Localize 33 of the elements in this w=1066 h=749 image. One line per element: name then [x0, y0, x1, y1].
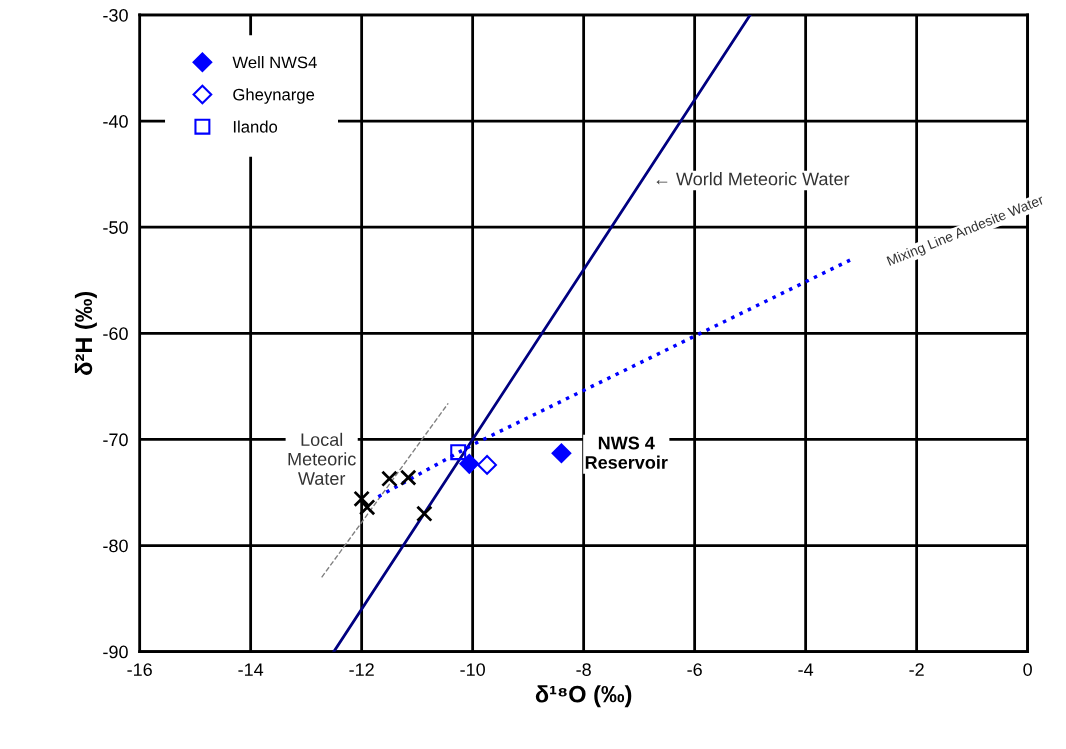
point — [353, 490, 370, 508]
x-tick-label: 0 — [1023, 663, 1032, 676]
x-tick-label: -14 — [238, 663, 264, 676]
y-tick-label: -80 — [103, 539, 128, 553]
point — [399, 469, 417, 486]
y-tick-label: -50 — [103, 221, 128, 234]
y-tick-label: -60 — [103, 327, 128, 341]
x-tick-label: -12 — [349, 663, 374, 676]
legend-label: Gheynarge — [233, 88, 315, 104]
x-tick-label: -10 — [460, 663, 485, 676]
x-tick-label: -2 — [909, 663, 924, 676]
y-tick-label: -40 — [103, 115, 128, 128]
y-axis-title: δ²H (‰) — [74, 291, 97, 375]
x-tick-label: -6 — [687, 663, 702, 676]
y-tick-label: -30 — [103, 8, 128, 22]
annotation: Local Meteoric Water — [288, 432, 356, 485]
x-tick-label: -4 — [798, 663, 814, 676]
point — [450, 444, 467, 461]
point — [416, 505, 433, 523]
x-tick-label: -8 — [576, 663, 591, 676]
x-tick-label: -16 — [127, 663, 152, 676]
annotation: NWS 4 Reservoir — [585, 436, 668, 469]
y-tick-label: -70 — [103, 433, 128, 447]
point — [459, 453, 480, 474]
x-axis-title: δ¹⁸O (‰) — [535, 685, 632, 708]
legend-label: Ilando — [233, 120, 278, 133]
legend-label: Well NWS4 — [232, 56, 317, 69]
point — [477, 455, 497, 475]
annotation: ← World Meteoric Water — [656, 172, 850, 186]
point — [381, 470, 398, 488]
y-tick-label: -90 — [103, 645, 128, 659]
point — [358, 498, 376, 516]
point — [551, 443, 572, 464]
